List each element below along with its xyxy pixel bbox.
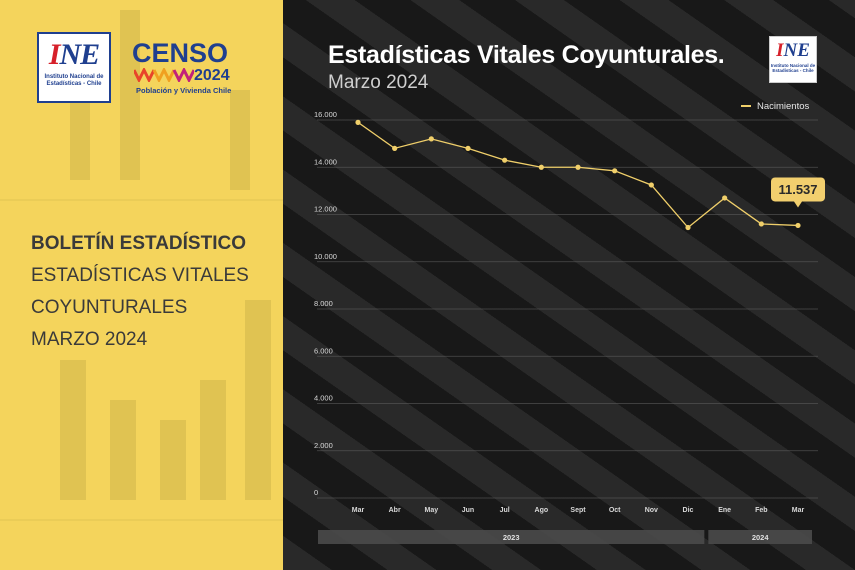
data-point: [428, 136, 434, 142]
ine-logo-mark: INE: [48, 38, 100, 71]
x-tick-label: Abr: [389, 507, 401, 514]
value-callout: [771, 177, 825, 202]
x-tick-label: Dic: [683, 507, 694, 514]
x-tick-label: Mar: [352, 507, 365, 514]
x-tick-label: Oct: [609, 507, 621, 514]
value-callout-label: 11.537: [778, 182, 817, 197]
data-point: [502, 157, 508, 163]
legend-label: Nacimientos: [757, 101, 810, 112]
data-point: [758, 221, 764, 227]
year-group-bar: [318, 530, 705, 544]
data-point: [648, 182, 654, 188]
bulletin-title: BOLETÍN ESTADÍSTICO ESTADÍSTICAS VITALES…: [31, 228, 276, 356]
ine-logo-small: INE Instituto Nacional de Estadísticas -…: [769, 36, 817, 83]
year-group-bar: [708, 530, 812, 544]
y-tick-label: 8.000: [314, 299, 333, 308]
ine-logo-caption: Instituto Nacional de Estadísticas - Chi…: [44, 74, 104, 87]
data-point: [392, 145, 398, 151]
data-point: [795, 222, 801, 229]
y-tick-label: 2.000: [314, 441, 333, 450]
x-tick-label: Ene: [718, 507, 731, 514]
year-group-label: 2024: [752, 533, 770, 542]
y-tick-label: 16.000: [314, 110, 337, 119]
censo-logo-tagline: Población y Vivienda Chile: [136, 86, 232, 95]
x-tick-label: Jun: [462, 507, 474, 514]
y-tick-label: 14.000: [314, 157, 337, 166]
background-chart-decoration: [0, 10, 283, 521]
data-point: [465, 145, 471, 151]
bulletin-line-1: BOLETÍN ESTADÍSTICO: [31, 233, 246, 254]
y-tick-label: 10.000: [314, 252, 337, 261]
data-point: [685, 224, 691, 231]
ine-logo-small-caption: Instituto Nacional de Estadísticas - Chi…: [770, 63, 816, 73]
data-point: [722, 195, 728, 201]
censo-waves-icon: [134, 68, 194, 82]
x-tick-label: Feb: [755, 507, 767, 514]
bulletin-line-3: COYUNTURALES: [31, 297, 188, 318]
bulletin-line-2: ESTADÍSTICAS VITALES: [31, 265, 249, 286]
bulletin-line-4: MARZO 2024: [31, 329, 148, 350]
left-panel: INE Instituto Nacional de Estadísticas -…: [0, 0, 283, 570]
ine-logo: INE Instituto Nacional de Estadísticas -…: [37, 32, 111, 103]
births-line-chart: 0 2.000 4.000 6.000 8.000 10.000 12.000 14.000 1…: [314, 101, 825, 544]
x-tick-label: May: [425, 507, 439, 514]
censo-logo-year: 2024: [194, 67, 230, 84]
x-tick-label: Sept: [570, 507, 586, 514]
series-line-nacimientos: [357, 121, 799, 229]
right-panel: Estadísticas Vitales Coyunturales. Marzo…: [283, 0, 855, 570]
y-tick-label: 6.000: [314, 346, 333, 355]
data-point: [612, 168, 618, 174]
background-photo: [283, 0, 855, 570]
page-subtitle: Marzo 2024: [328, 72, 429, 93]
page-title: Estadísticas Vitales Coyunturales.: [328, 41, 725, 69]
censo-logo: CENSO 2024 Población y Vivienda Chile: [132, 40, 248, 98]
x-tick-label: Nov: [645, 507, 658, 514]
x-tick-label: Ago: [535, 507, 549, 514]
y-tick-label: 4.000: [314, 394, 333, 403]
ine-logo-small-mark: INE: [776, 40, 810, 61]
y-tick-label: 12.000: [314, 205, 337, 214]
x-tick-label: Jul: [500, 507, 510, 514]
value-callout-pointer: [794, 201, 802, 208]
y-tick-label: 0: [314, 488, 318, 497]
year-group-label: 2023: [503, 533, 520, 542]
data-point: [538, 164, 544, 170]
censo-logo-word: CENSO: [132, 38, 229, 68]
data-point: [355, 119, 361, 125]
x-tick-label: Mar: [792, 507, 805, 514]
data-point: [575, 164, 581, 170]
